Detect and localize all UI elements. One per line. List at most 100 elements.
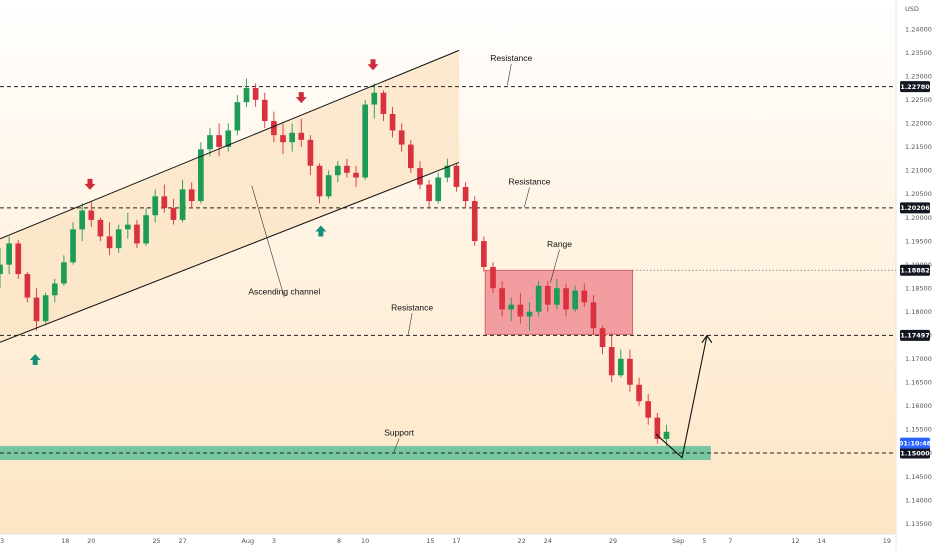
candle-body (398, 130, 405, 145)
candle-body (115, 229, 122, 249)
price-level-badge (900, 81, 930, 93)
channel-upper-line (0, 49, 460, 240)
candle-body (134, 224, 140, 244)
candle-body (417, 168, 423, 185)
time-tick-label: 5 (702, 537, 706, 545)
candle-body (0, 264, 3, 275)
candle-body (353, 172, 359, 178)
candle-body (307, 139, 314, 166)
candle-body (97, 219, 104, 237)
annotation-leader (550, 249, 560, 283)
candle-body (188, 189, 195, 202)
price-level-badge-label: 1.20206 (900, 204, 930, 212)
candle-body (106, 236, 113, 249)
candle-body (572, 290, 578, 310)
price-tick-label: 1.21500 (905, 143, 932, 151)
candle-body (88, 210, 95, 220)
time-tick-label: Sep (672, 537, 684, 545)
price-tick-label: 1.18000 (905, 308, 932, 316)
candle-body (280, 135, 286, 143)
candle-body (179, 189, 186, 220)
candle-body (608, 347, 615, 376)
time-axis-background (0, 534, 932, 550)
candle-body (481, 241, 487, 267)
current-price-countdown: 01:10:48 (899, 439, 932, 447)
candle-body (426, 184, 432, 202)
price-tick-label: 1.21000 (905, 167, 932, 175)
candle-body (252, 88, 259, 100)
candle-body (407, 144, 414, 169)
time-tick-label: 3 (272, 537, 276, 545)
candle-body (325, 175, 332, 197)
candle-body (453, 165, 460, 187)
price-tick-label: 1.16500 (905, 379, 932, 387)
price-level-badge-label: 1.17497 (900, 332, 930, 340)
candle-body (234, 102, 241, 131)
candle-body (581, 290, 588, 303)
candle-body (380, 92, 387, 114)
projection-path (655, 335, 708, 459)
candle-body (70, 229, 76, 263)
candle-body (161, 196, 168, 209)
annotation-leader (393, 438, 400, 453)
price-tick-label: 1.16000 (905, 402, 932, 410)
time-tick-label: 8 (337, 537, 341, 545)
price-level-badge-label: 1.15000 (900, 449, 930, 457)
drawings-layer (0, 49, 713, 459)
candle-body (471, 201, 478, 242)
candle-body (124, 224, 131, 230)
candle-body (243, 88, 250, 103)
candle-body (645, 401, 652, 418)
price-tick-label: 1.14000 (905, 496, 932, 504)
time-tick-label: 27 (178, 537, 186, 545)
candle-body (207, 135, 213, 150)
up-arrow-marker (315, 225, 327, 237)
annotation-label: Resistance (508, 177, 550, 187)
candle-body (15, 243, 22, 275)
price-level-badge (900, 329, 930, 341)
annotation-leader (524, 187, 530, 208)
annotation-leader (407, 313, 413, 335)
time-tick-label: 20 (87, 537, 95, 545)
candle-body (316, 165, 323, 197)
candle-body (143, 215, 149, 244)
candle-body (444, 165, 451, 178)
candle-body (79, 210, 85, 230)
annotation-label: Support (384, 428, 414, 438)
candle-body (24, 274, 31, 298)
candle-body (554, 288, 560, 305)
candles-layer (0, 78, 670, 446)
candle-body (61, 262, 67, 284)
candle-body (517, 304, 524, 317)
currency-label: USD (905, 5, 919, 13)
time-tick-label: 19 (883, 537, 891, 545)
price-tick-label: 1.13500 (905, 520, 932, 528)
candle-body (508, 304, 515, 310)
axes-layer: 1.24000 1.23500 1.23000 1.22500 1.22000 1.215… (0, 25, 932, 545)
current-price-badge (900, 437, 930, 449)
price-tick-label: 1.24000 (905, 25, 932, 33)
time-tick-label: 14 (818, 537, 826, 545)
down-arrow-marker (295, 92, 307, 104)
candle-body (289, 132, 295, 143)
price-level-badge (900, 447, 930, 459)
up-arrow-marker (29, 354, 41, 366)
price-tick-label: 1.23000 (905, 72, 932, 80)
channel-fill (0, 50, 460, 343)
time-tick-label: 25 (152, 537, 160, 545)
down-arrow-marker (367, 59, 379, 71)
price-tick-label: 1.14500 (905, 473, 932, 481)
candle-body (33, 297, 40, 322)
price-tick-label: 1.20500 (905, 190, 932, 198)
candle-body (152, 196, 159, 216)
support-zone (0, 445, 711, 461)
candle-body (298, 132, 305, 140)
candle-body (170, 208, 177, 220)
candle-body (344, 165, 350, 173)
candle-body (535, 285, 542, 312)
candle-body (663, 431, 670, 439)
candle-body (261, 99, 268, 122)
candle-body (654, 417, 661, 439)
